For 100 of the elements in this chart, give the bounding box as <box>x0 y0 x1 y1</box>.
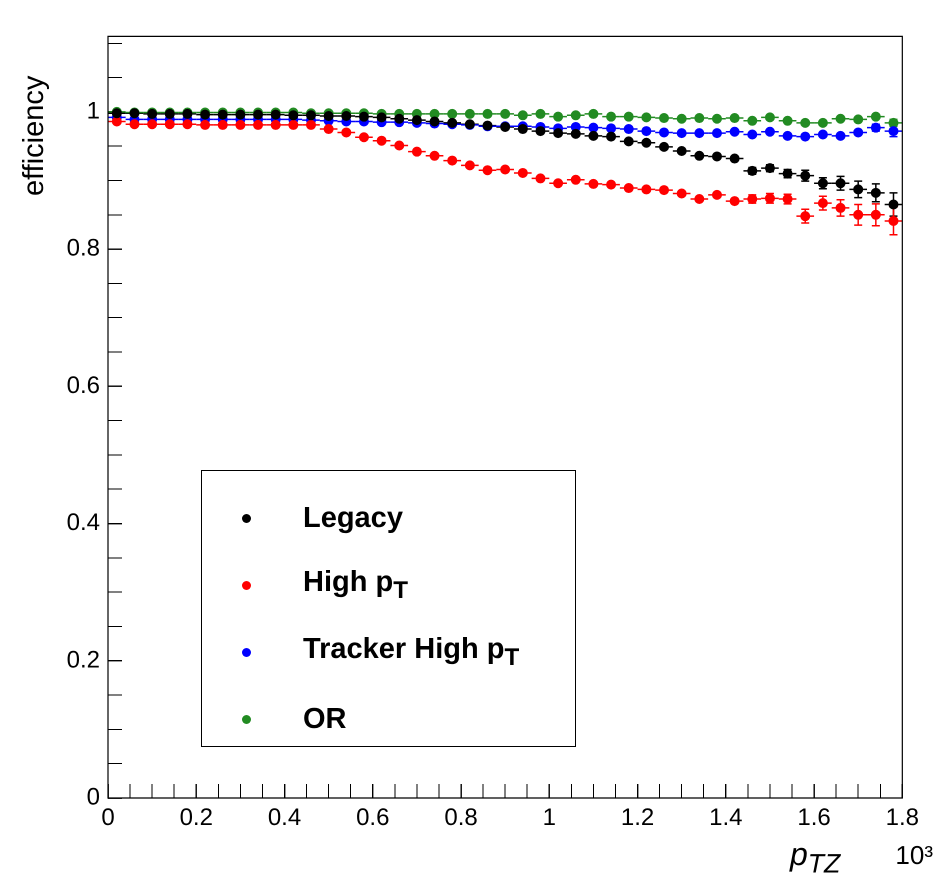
point <box>447 156 458 166</box>
point <box>535 173 546 184</box>
point <box>870 210 881 220</box>
point <box>712 190 722 200</box>
point <box>394 140 404 150</box>
point <box>324 124 334 134</box>
point <box>730 113 740 124</box>
point <box>676 188 687 199</box>
point <box>659 113 670 124</box>
point <box>730 196 740 206</box>
point <box>782 116 793 126</box>
y-tick-label: 1 <box>86 98 100 124</box>
point <box>341 127 352 138</box>
point <box>288 110 298 120</box>
point <box>836 114 846 124</box>
point <box>341 110 352 121</box>
point <box>324 110 334 121</box>
point <box>606 132 616 142</box>
point <box>730 154 740 164</box>
point <box>659 127 670 138</box>
y-tick-label: 0.2 <box>66 646 100 674</box>
point <box>535 126 546 136</box>
point <box>358 112 369 122</box>
point <box>570 128 581 139</box>
point <box>676 146 687 156</box>
point <box>553 128 564 138</box>
point <box>694 128 704 138</box>
point <box>694 113 704 124</box>
point <box>606 123 616 134</box>
point <box>253 120 264 130</box>
point <box>464 160 475 170</box>
x-tick-label: 1 <box>542 804 556 832</box>
x-tick-label: 0.2 <box>180 804 213 832</box>
y-tick-label: 0.6 <box>66 372 100 399</box>
x-tick-label: 1.8 <box>886 804 920 832</box>
point <box>394 114 404 124</box>
point <box>747 130 758 140</box>
point <box>659 142 670 152</box>
point <box>235 120 246 130</box>
point <box>870 188 881 198</box>
point <box>358 132 369 142</box>
point <box>800 211 810 222</box>
point <box>730 126 740 137</box>
point <box>712 128 722 138</box>
point <box>518 110 528 120</box>
point <box>800 132 810 142</box>
point <box>430 116 440 126</box>
point <box>430 150 440 161</box>
point <box>676 128 687 138</box>
point <box>588 122 598 133</box>
point <box>712 114 722 124</box>
point <box>588 130 598 141</box>
y-tick-label: 0.8 <box>66 234 100 262</box>
point <box>888 200 898 210</box>
point <box>182 119 192 130</box>
x-tick-label: 1.2 <box>620 804 654 832</box>
point <box>800 118 810 128</box>
x-tick-label: 1.6 <box>797 804 831 832</box>
point <box>500 164 510 175</box>
point <box>764 126 775 137</box>
point <box>112 116 122 126</box>
point <box>641 184 652 194</box>
point <box>818 198 828 208</box>
point <box>764 112 775 122</box>
point <box>624 183 634 194</box>
point <box>288 120 298 130</box>
point <box>641 138 652 148</box>
point <box>624 112 634 122</box>
point <box>836 178 846 188</box>
point <box>306 120 316 130</box>
point <box>518 168 528 178</box>
point <box>853 127 864 138</box>
point <box>129 119 140 130</box>
point <box>818 118 828 128</box>
point <box>518 124 528 134</box>
point <box>412 115 422 126</box>
point <box>870 112 881 122</box>
y-tick-label: 0.4 <box>66 509 100 536</box>
legend-label: OR <box>303 703 346 736</box>
point <box>694 150 704 161</box>
point <box>570 110 581 120</box>
point <box>712 151 722 162</box>
point <box>606 180 616 190</box>
legend-label: High p$_{T}$ <box>303 566 408 605</box>
point <box>836 202 846 213</box>
legend-label: Legacy <box>303 502 403 535</box>
point <box>694 194 704 204</box>
point <box>853 184 864 194</box>
point <box>888 216 898 226</box>
point <box>376 112 387 122</box>
x-tick-label: 0.4 <box>268 804 302 832</box>
point <box>659 185 670 196</box>
point <box>676 114 687 124</box>
point <box>376 136 387 146</box>
y-axis-title: efficiency <box>18 76 51 196</box>
point <box>570 174 581 185</box>
point <box>588 178 598 189</box>
point <box>782 130 793 141</box>
legend-label: Tracker High p$_{T}$ <box>303 633 520 672</box>
point <box>624 136 634 146</box>
